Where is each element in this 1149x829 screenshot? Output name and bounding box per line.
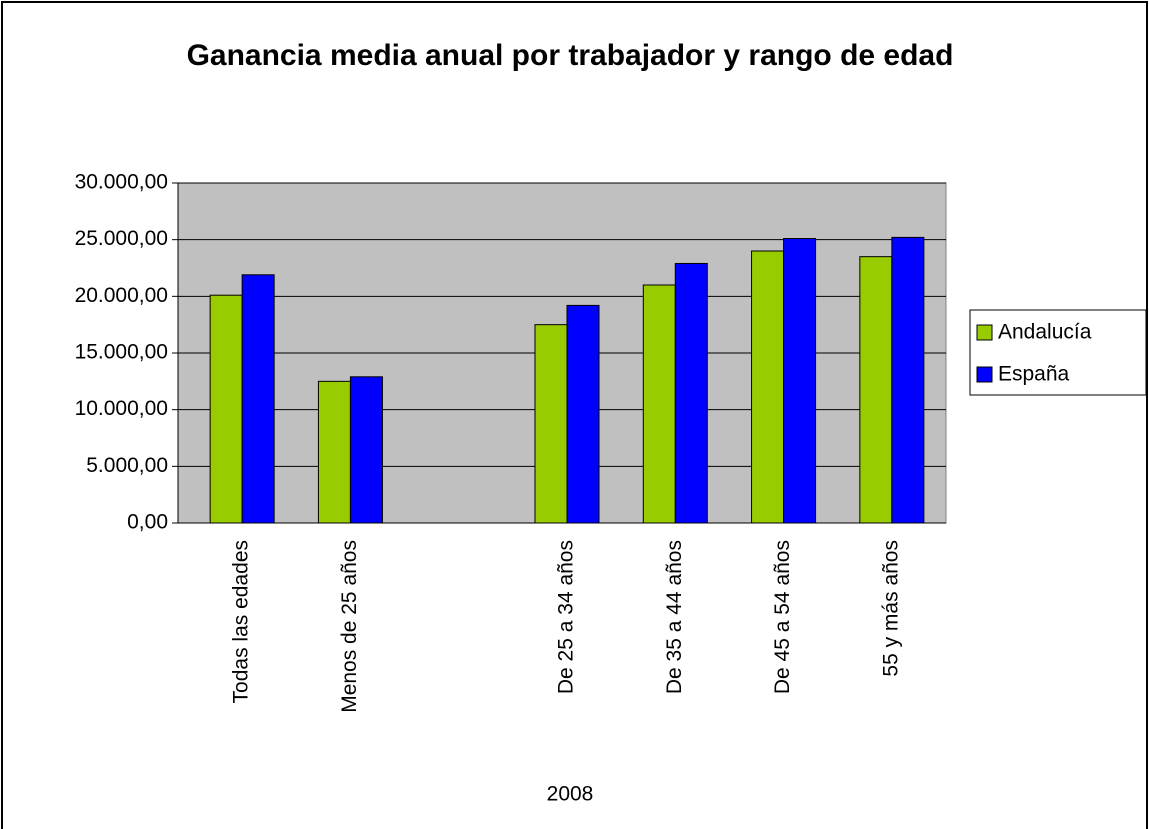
bar xyxy=(241,274,275,524)
legend-swatch xyxy=(976,324,993,341)
bar xyxy=(674,262,708,524)
y-tick-label: 25.000,00 xyxy=(75,227,168,250)
x-tick-label: 55 y más años xyxy=(879,540,902,677)
y-tick-label: 20.000,00 xyxy=(75,284,168,307)
bar xyxy=(534,324,568,524)
legend-swatch xyxy=(976,366,993,383)
x-tick-label: De 35 a 44 años xyxy=(663,540,686,694)
y-tick-label: 0,00 xyxy=(127,511,168,534)
bar xyxy=(783,238,817,524)
legend-label: Andalucía xyxy=(998,321,1092,344)
y-tick-label: 30.000,00 xyxy=(75,171,168,194)
bar xyxy=(891,236,925,524)
bar xyxy=(751,250,785,524)
bar xyxy=(566,304,600,524)
x-tick-label: De 45 a 54 años xyxy=(771,540,794,694)
x-tick-label: Todas las edades xyxy=(230,540,253,703)
x-tick-label: De 25 a 34 años xyxy=(555,540,578,694)
y-tick-label: 5.000,00 xyxy=(86,454,168,477)
legend-label: España xyxy=(998,363,1070,386)
x-axis-label: 2008 xyxy=(547,783,594,806)
bar xyxy=(349,376,383,524)
legend-box xyxy=(969,309,1147,396)
bar xyxy=(859,256,893,524)
chart-title: Ganancia media anual por trabajador y ra… xyxy=(186,39,954,72)
bar xyxy=(317,380,351,524)
y-tick-label: 10.000,00 xyxy=(75,397,168,420)
bar xyxy=(642,284,676,524)
y-tick-label: 15.000,00 xyxy=(75,341,168,364)
bar xyxy=(209,294,243,524)
x-tick-label: Menos de 25 años xyxy=(338,540,361,713)
